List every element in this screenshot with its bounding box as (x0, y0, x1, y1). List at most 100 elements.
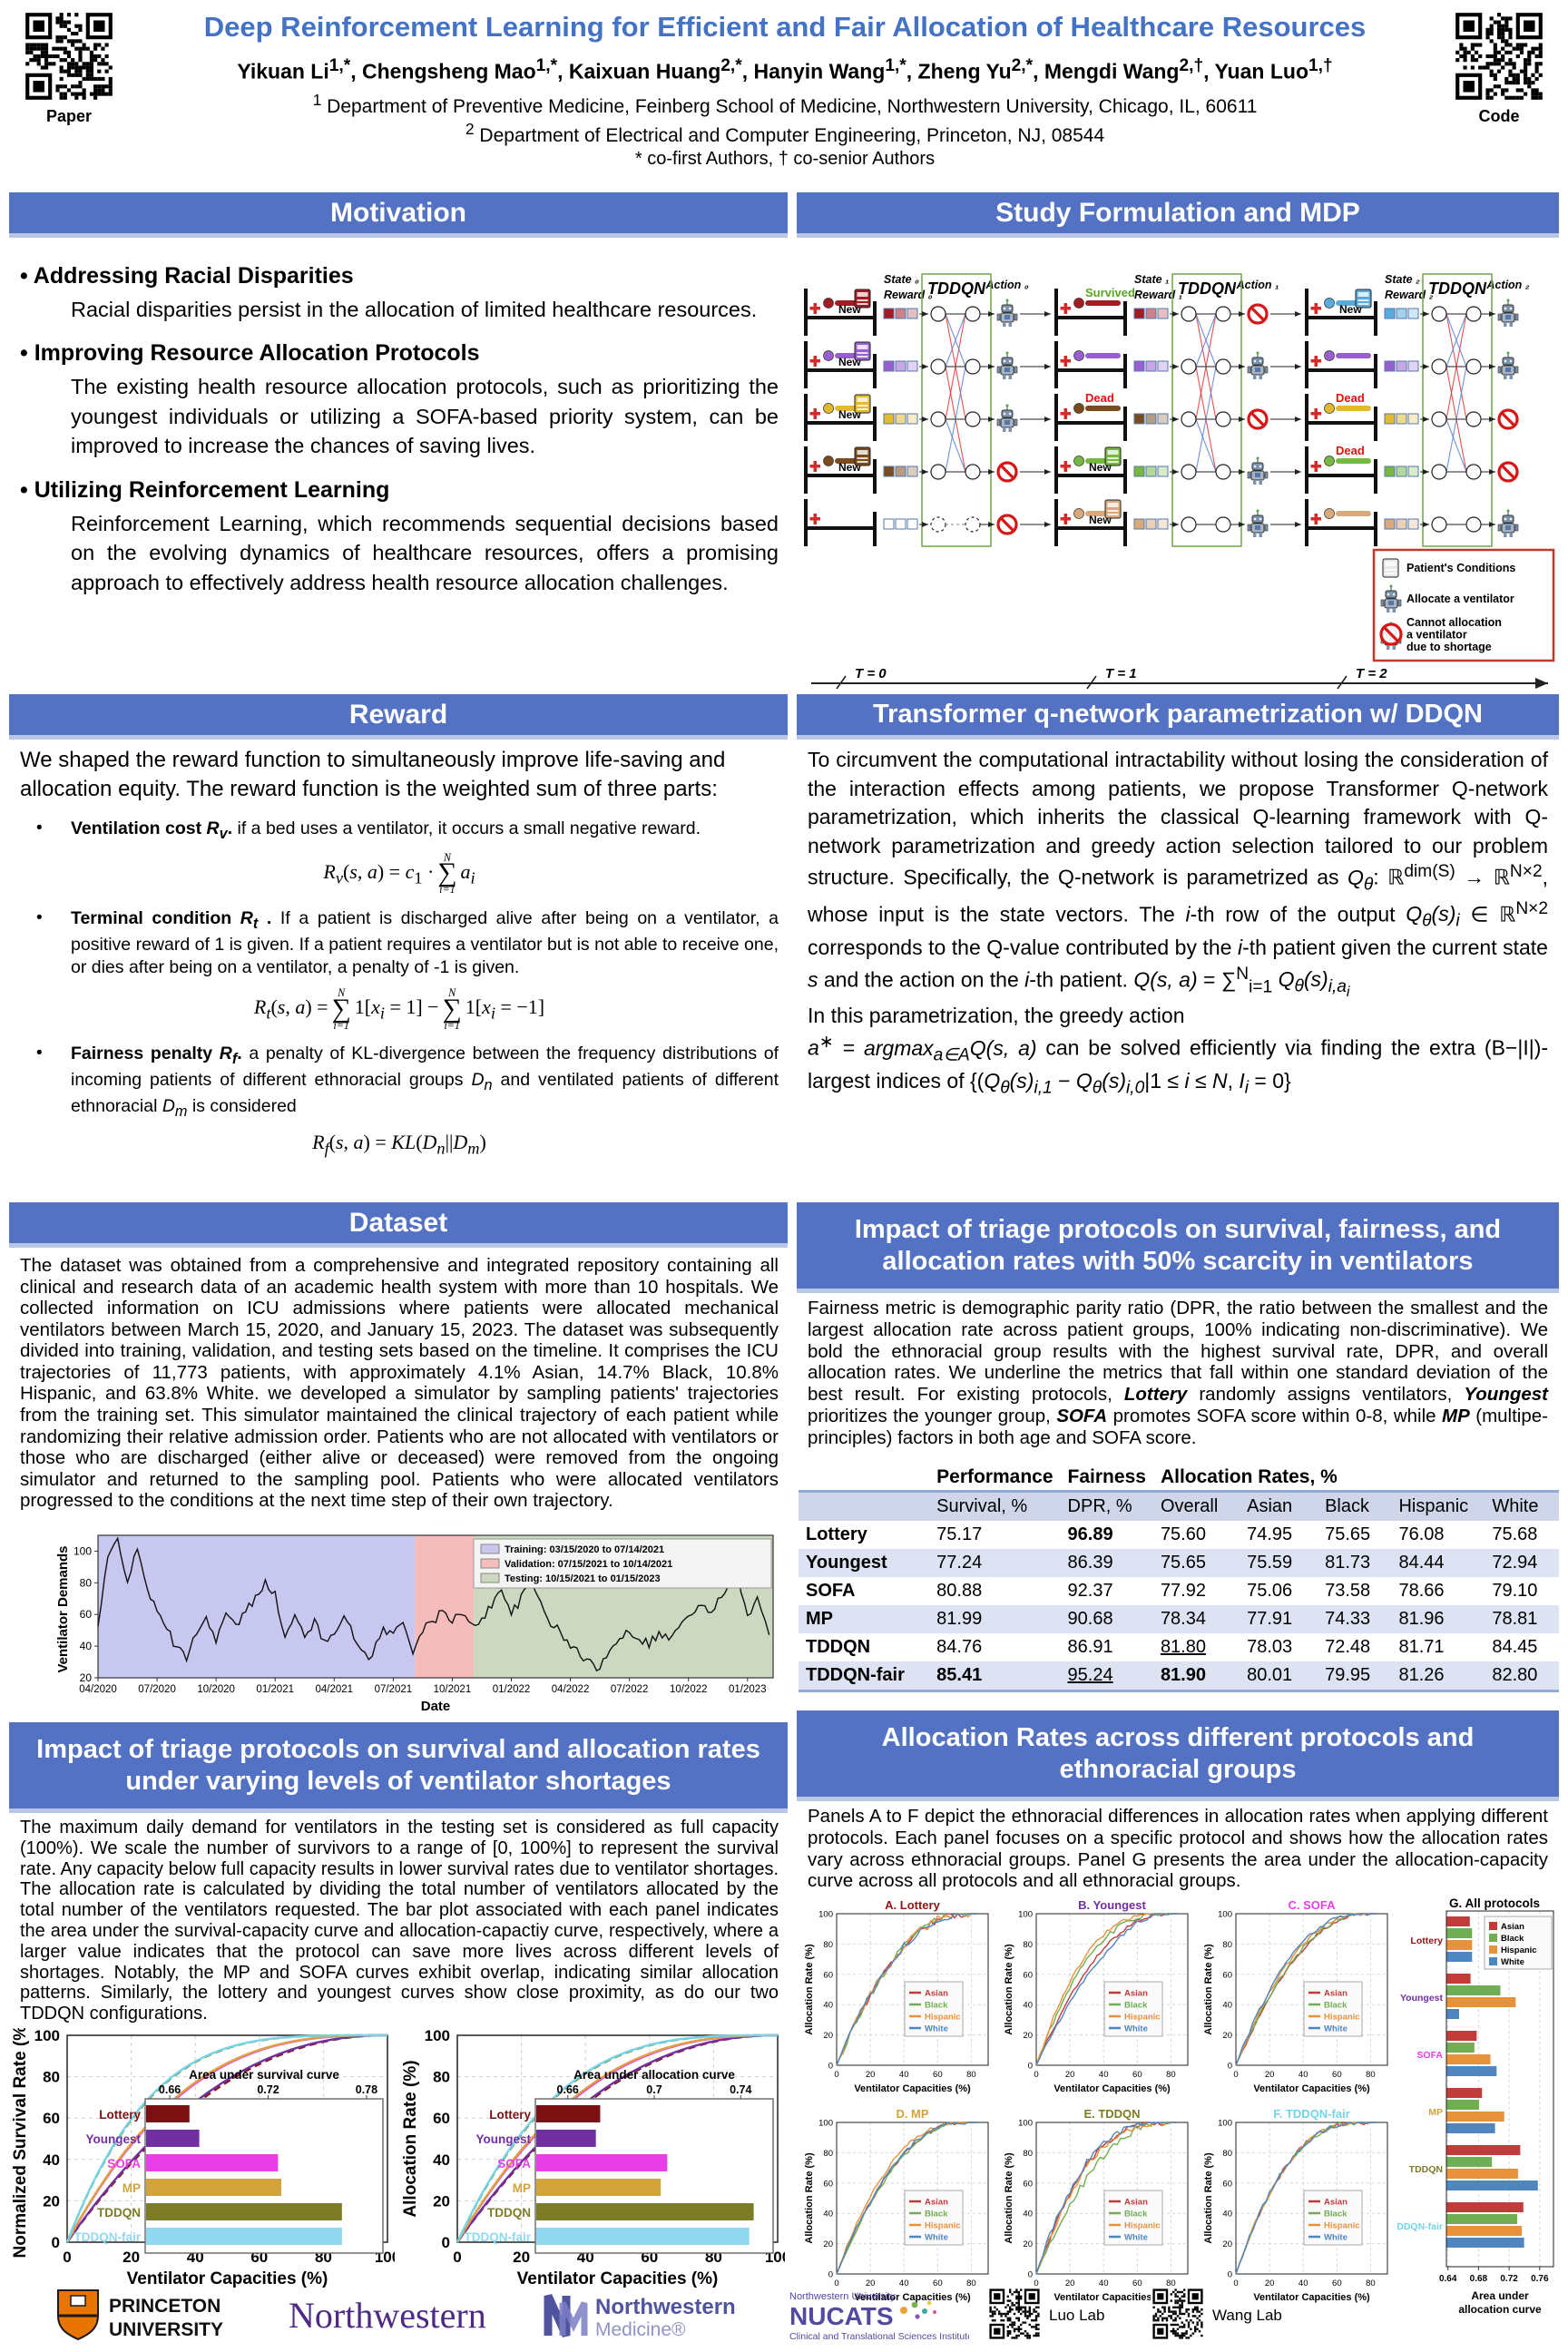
x-tick-label: 40 (1099, 2278, 1109, 2288)
series-MP (456, 2034, 778, 2243)
inset-tick-label: 0.74 (730, 2083, 751, 2096)
legend-label: White (1124, 2024, 1148, 2034)
impact-right-body: Fairness metric is demographic parity ra… (808, 1298, 1548, 1448)
y-tick-label: 80 (433, 2069, 450, 2086)
y-axis-label: Allocation Rate (%) (804, 1944, 815, 2035)
qr-paper-label: Paper (45, 107, 93, 125)
action-label: Action ₀ (985, 279, 1028, 291)
allocate-ventilator-icon (1247, 351, 1269, 379)
dataset-header: Dataset (9, 1202, 788, 1248)
inset-bar-TDDQN-fair (536, 2228, 750, 2245)
bar-MP-Hispanic (1446, 2112, 1504, 2122)
svg-text:Northwestern: Northwestern (595, 2295, 736, 2319)
x-axis-label: Area under (1471, 2289, 1529, 2302)
inset-tick-label: 0.66 (557, 2083, 579, 2096)
svg-text:Clinical and Translational Sci: Clinical and Translational Sciences Inst… (789, 2331, 969, 2342)
y-tick-label: 80 (1222, 1940, 1232, 1950)
x-tick-label: 07/2020 (138, 1684, 176, 1695)
inset-bar-TDDQN-fair (146, 2228, 342, 2245)
x-tick-label: 0.64 (1439, 2274, 1457, 2284)
legend-label: Training: 03/15/2020 to 07/14/2021 (505, 1544, 664, 1555)
legend-label: Patient's Conditions (1406, 562, 1515, 574)
reward-intro: We shaped the reward function to simulta… (20, 748, 726, 802)
survival-curves-svg: 020406080100020406080100Ventilator Capac… (11, 2020, 400, 2288)
mdp-diagram: State ₀ Reward ₀ Action ₀ TDDQN New New New New… (797, 241, 1559, 692)
x-tick-label: 01/2021 (256, 1684, 294, 1695)
y-tick-label: 100 (1018, 2119, 1033, 2129)
series-White (1235, 2122, 1377, 2275)
bar-SOFA-Black (1446, 2043, 1475, 2053)
x-tick-label: 0 (63, 2249, 71, 2266)
y-tick-label: 100 (818, 1910, 833, 1920)
bar-Youngest-Black (1446, 1985, 1501, 1995)
y-tick-label: 100 (74, 1544, 92, 1557)
x-tick-label: 04/2021 (316, 1684, 354, 1695)
qr-matrix (1151, 2287, 1205, 2341)
footer: PRINCETON UNIVERSITY Northwestern Northw… (0, 2279, 1568, 2352)
bed-tag: Dead (1085, 391, 1114, 405)
x-axis-label: Ventilator Capacities (%) (127, 2269, 328, 2288)
triage-results-table: Performance Fairness Allocation Rates, % Su… (799, 1463, 1559, 1692)
svg-text:UNIVERSITY: UNIVERSITY (109, 2319, 223, 2340)
motivation-bullet-head: • Addressing Racial Disparities (20, 263, 354, 289)
author-notes: * co-first Authors, † co-senior Authors (634, 149, 936, 169)
qr-matrix (987, 2287, 1042, 2341)
bullet-icon: • (36, 818, 43, 838)
reward-item: • Ventilation cost Rv. if a bed uses a ve… (36, 818, 701, 842)
y-tick-label: 0 (52, 2234, 60, 2251)
x-axis-label: Ventilator Capacities (%) (1054, 2083, 1171, 2094)
svg-text:NUCATS: NUCATS (789, 2302, 894, 2330)
qr-code (1452, 9, 1546, 103)
survival-capacity-chart: 020406080100020406080100Ventilator Capac… (9, 2020, 400, 2291)
panel-C. SOFA: C. SOFA 0 20 40 60 80 0 20 40 60 80 100 Ventilator C… (1202, 1898, 1393, 2105)
reward-items: • Ventilation cost Rv. if a bed uses a ve… (20, 818, 779, 1159)
authors: Yikuan Li1,*, Chengsheng Mao1,*, Kaixuan… (237, 56, 1333, 83)
inset-tick-label: 0.78 (356, 2083, 377, 2096)
legend-label: Asian (1124, 2198, 1148, 2208)
bar-TDDQN-White (1446, 2180, 1538, 2190)
table-row: TDDQN 84.76 86.91 81.80 78.03 72.48 81.71 84.45 (806, 1637, 1538, 1657)
x-axis-label: allocation curve (1458, 2303, 1542, 2314)
legend-label: White (1324, 2233, 1348, 2243)
category-label: SOFA (1416, 2050, 1443, 2061)
inset-bar-TDDQN (146, 2203, 342, 2220)
inset-bar-label: TDDQN (97, 2206, 141, 2220)
panel-title: G. All protocols (1449, 1898, 1540, 1910)
x-tick-label: 60 (933, 2278, 943, 2288)
x-tick-label: 40 (899, 2070, 909, 2080)
inset-bar-SOFA (146, 2154, 279, 2171)
legend-label: White (1124, 2233, 1148, 2243)
y-axis-label: Allocation Rate (%) (1004, 2152, 1014, 2244)
bar-TDDQN-fair-Hispanic (1446, 2226, 1523, 2236)
series-TDDQN-fair (65, 2034, 387, 2243)
y-tick-label: 60 (1023, 2179, 1033, 2189)
ventilator-demand-svg: 20 40 60 80 100 04/2020 07/2020 10/2020 01/2021 0… (55, 1534, 774, 1714)
cannot-allocate-icon (1247, 408, 1269, 430)
x-tick-label: 0 (834, 2278, 838, 2288)
legend-label: Allocate a ventilator (1406, 593, 1514, 605)
panel-svg: B. Youngest 0 20 40 60 80 0 20 40 60 80 100 Ventilat… (1004, 1898, 1189, 2094)
x-tick-label: 60 (1132, 2070, 1142, 2080)
inset-title: Area under survival curve (189, 2068, 339, 2082)
table-row: Lottery 75.17 96.89 75.60 74.95 75.65 76.08 75.… (806, 1524, 1538, 1544)
legend-label: Hispanic (925, 2221, 961, 2231)
x-tick-label: 0.72 (1500, 2274, 1518, 2284)
bed-tag: Dead (1336, 391, 1365, 405)
y-axis-label: Normalized Survival Rate (%) (11, 2028, 30, 2258)
bar-Youngest-Hispanic (1446, 1997, 1516, 2007)
legend-label: Asian (1501, 1922, 1524, 1932)
allocate-ventilator-icon (996, 351, 1018, 379)
princeton-logo: PRINCETON UNIVERSITY (54, 2287, 254, 2345)
y-tick-label: 40 (823, 2001, 833, 2011)
panel-F. TDDQN-fair: F. TDDQN-fair 0 20 40 60 80 0 20 40 60 80 100 Ventil… (1202, 2107, 1393, 2314)
bullet-icon: • (36, 1044, 43, 1063)
affiliation-2: 2 Department of Electrical and Computer … (465, 120, 1105, 146)
panel-title: F. TDDQN-fair (1273, 2107, 1350, 2121)
inset-bar-label: Youngest (86, 2132, 142, 2146)
reward-item: • Fairness penalty Rf. a penalty of KL-di… (36, 1044, 779, 1120)
reward-label: Reward ₂ (1385, 289, 1434, 301)
x-tick-label: 60 (1332, 2070, 1342, 2080)
inset-bar-Youngest (146, 2130, 200, 2147)
